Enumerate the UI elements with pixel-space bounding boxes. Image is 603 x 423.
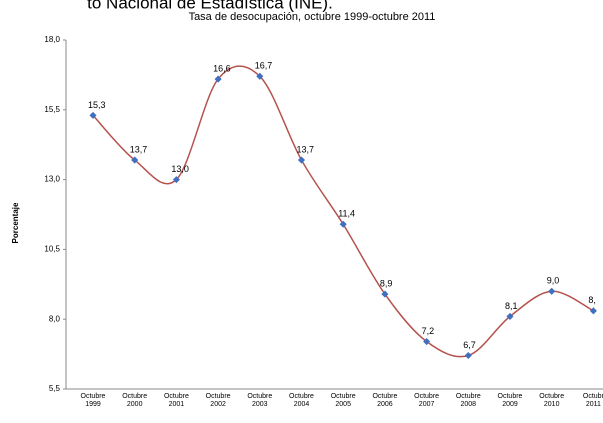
x-tick-label: Octubre 2010 xyxy=(539,393,565,408)
y-tick-label: 8,0 xyxy=(49,314,61,323)
marker xyxy=(423,338,431,346)
x-tick-label: Octubre 2008 xyxy=(455,393,481,408)
data-label: 15,3 xyxy=(88,100,106,110)
x-tick-label: Octubr 2011 xyxy=(582,393,603,408)
marker xyxy=(131,156,139,164)
marker xyxy=(89,111,97,119)
data-label: 6,7 xyxy=(463,340,476,350)
caption: to Nacional de Estadística (INE). xyxy=(87,0,333,12)
y-tick-label: 15,5 xyxy=(44,105,60,114)
data-label: 13,7 xyxy=(130,144,148,154)
marker xyxy=(172,176,180,184)
marker xyxy=(381,290,389,298)
x-tick-label: Octubre 2004 xyxy=(289,393,314,408)
x-tick-label: Octubre 2007 xyxy=(414,393,440,408)
marker xyxy=(297,156,306,164)
data-label: 7,2 xyxy=(422,326,435,336)
data-label: 8,9 xyxy=(380,278,393,288)
marker xyxy=(214,75,222,83)
marker xyxy=(589,307,597,315)
x-tick-label: Octubre 2001 xyxy=(163,393,189,408)
marker xyxy=(464,351,472,360)
x-tick-label: Octubre 2000 xyxy=(122,393,148,408)
y-axis-label: Porcentaje xyxy=(11,202,20,243)
y-tick-label: 13,0 xyxy=(44,175,60,184)
x-tick-label: Octubre 2002 xyxy=(205,393,231,408)
x-tick-label: Octubre 1999 xyxy=(80,393,106,408)
marker xyxy=(256,72,264,80)
x-tick-label: Octubre 2006 xyxy=(372,393,398,408)
x-tick-label: Octubre 2003 xyxy=(247,393,273,408)
marker xyxy=(548,287,556,295)
chart-title: Tasa de desocupación, octubre 1999-octub… xyxy=(189,11,436,23)
data-label: 9,0 xyxy=(547,276,560,286)
marker xyxy=(506,312,514,320)
data-label: 16,6 xyxy=(213,63,231,73)
data-label: 13,7 xyxy=(297,144,315,154)
data-label: 13,0 xyxy=(171,164,189,174)
data-label: 8, xyxy=(588,295,596,305)
x-tick-label: Octubre 2009 xyxy=(497,393,523,408)
data-label: 16,7 xyxy=(255,61,273,71)
y-tick-label: 5,5 xyxy=(49,384,61,393)
x-tick-label: Octubre 2005 xyxy=(330,393,356,408)
marker xyxy=(339,220,347,228)
data-label: 11,4 xyxy=(338,209,355,219)
y-tick-label: 10,5 xyxy=(44,245,60,254)
data-label: 8,1 xyxy=(505,301,518,311)
y-tick-label: 18,0 xyxy=(44,35,60,44)
